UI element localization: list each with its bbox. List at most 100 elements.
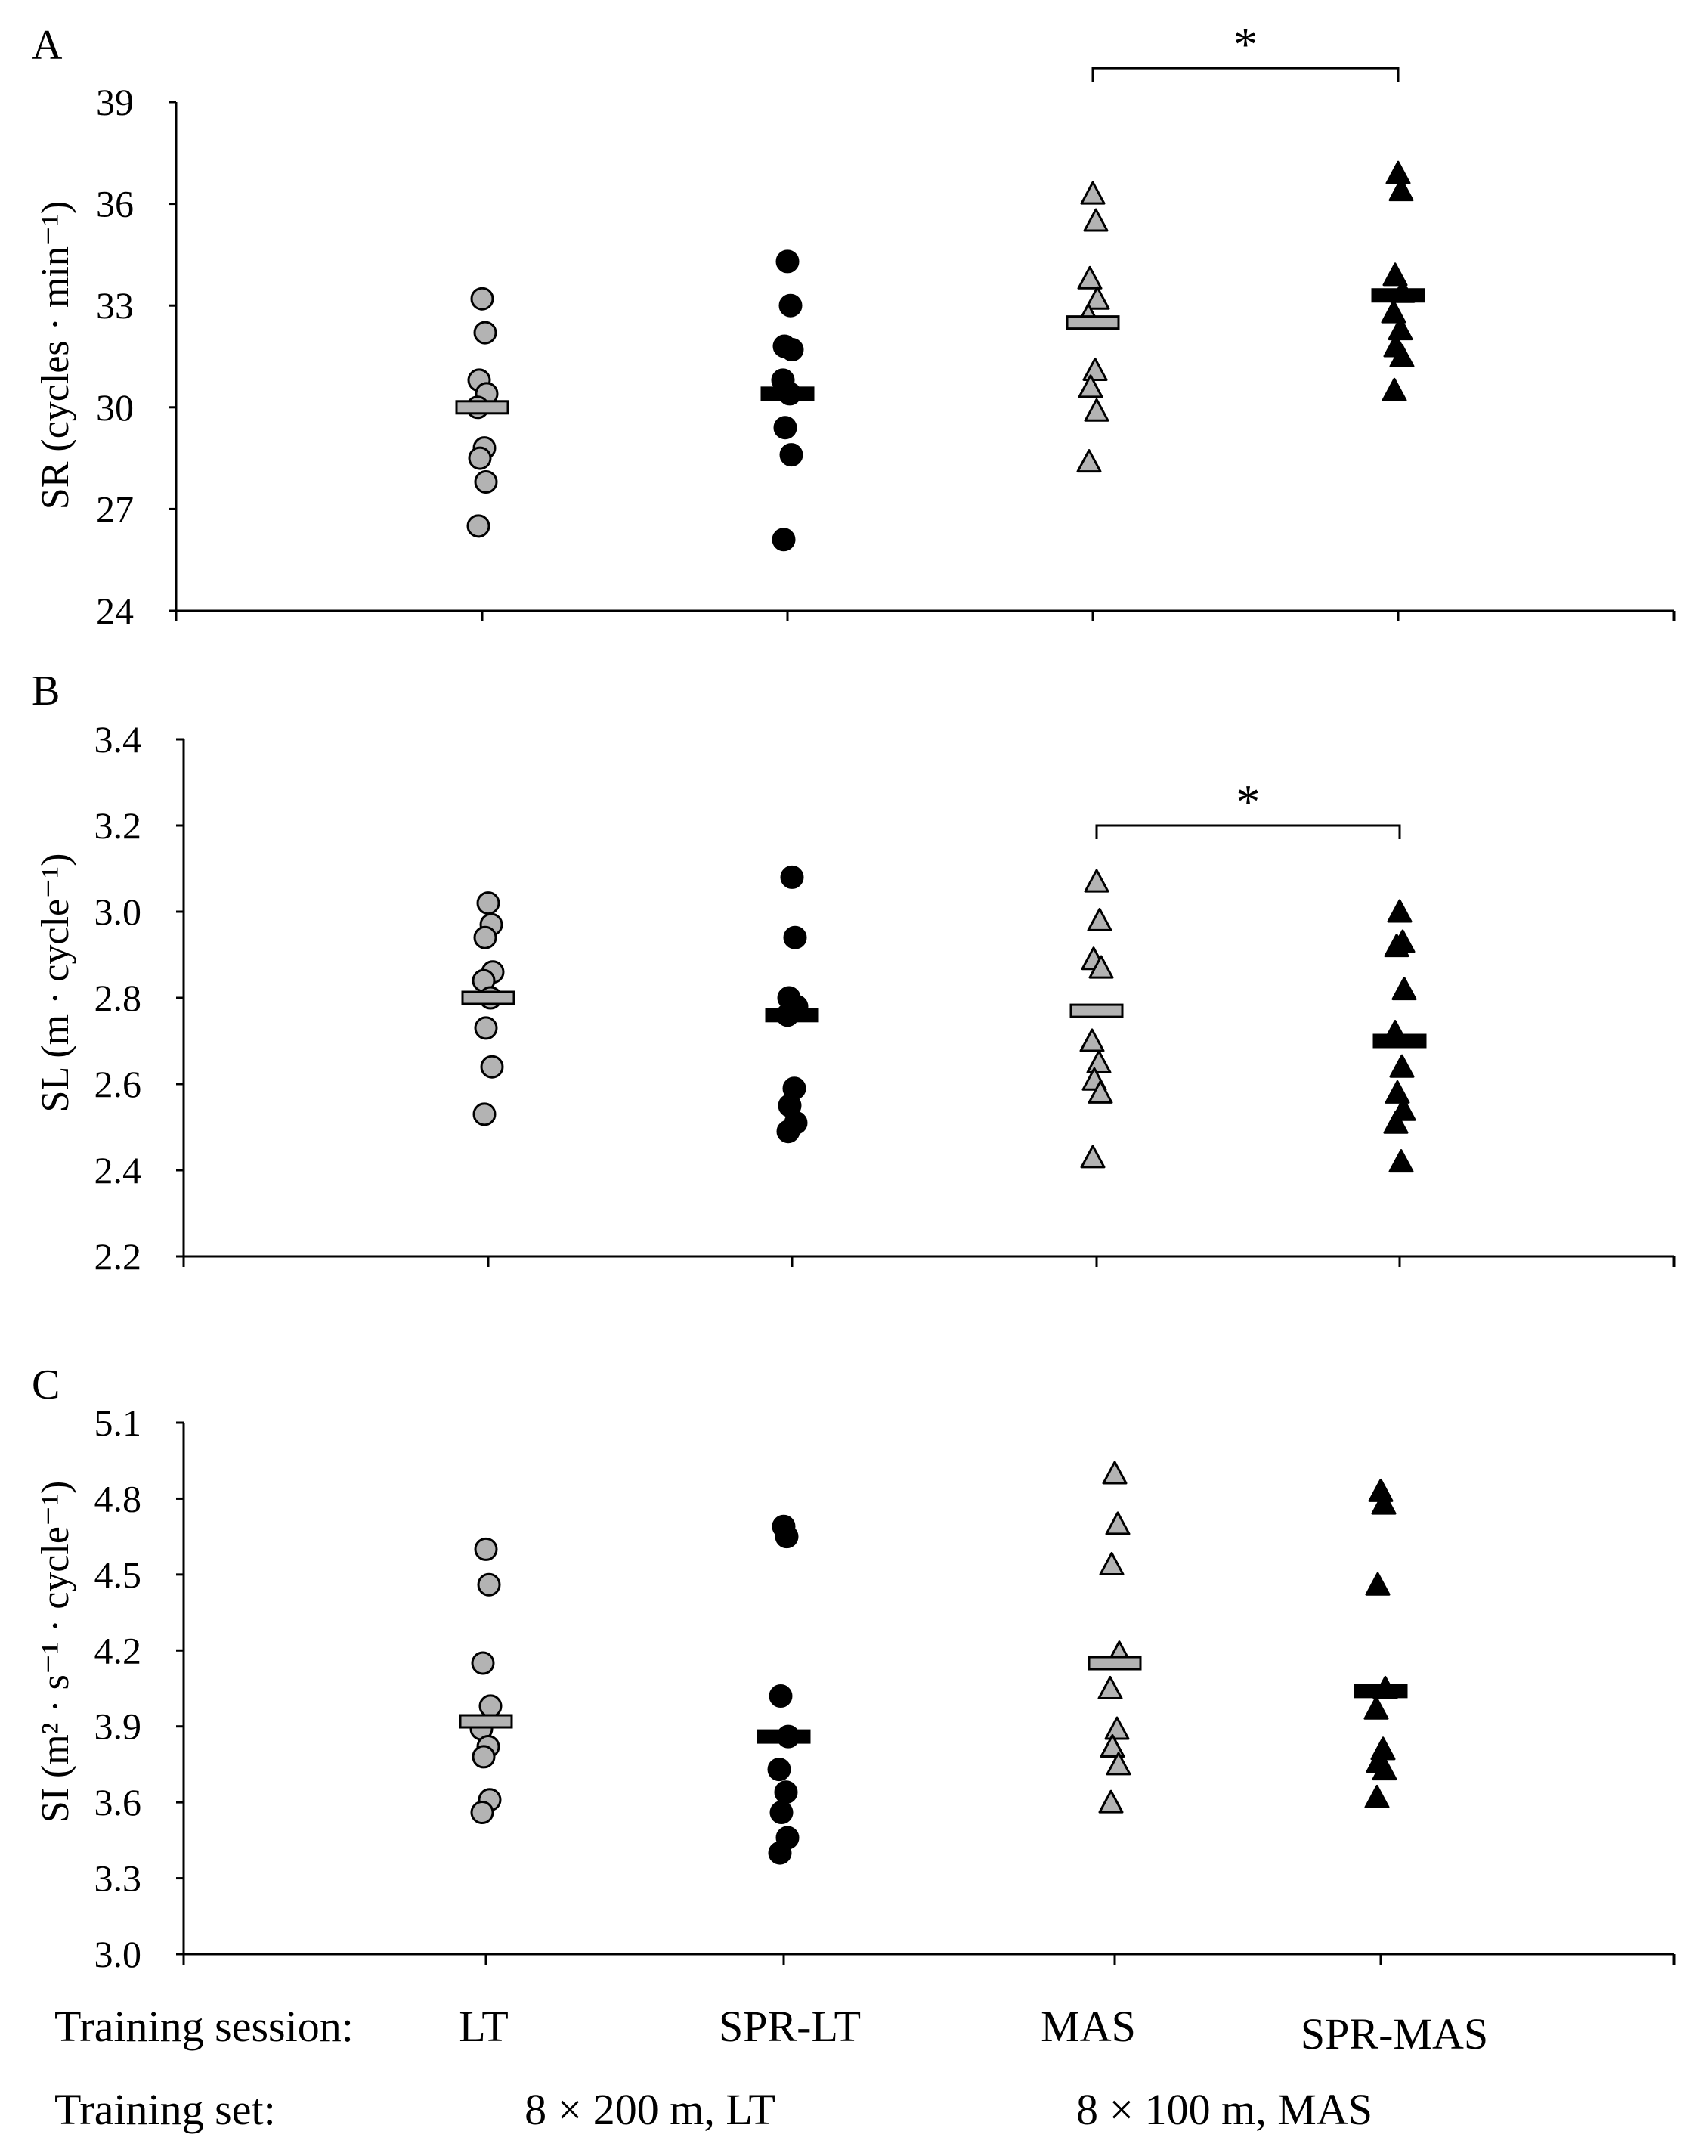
data-point (775, 1525, 799, 1549)
significance-star: * (1233, 17, 1258, 71)
significance-bracket (1091, 67, 1400, 82)
data-point (1088, 955, 1114, 979)
mean-bar (760, 386, 815, 401)
data-point (1100, 1733, 1125, 1758)
y-tick-label: 3.0 (94, 891, 142, 933)
data-point (1388, 178, 1414, 202)
panel-b-letter: B (32, 668, 60, 714)
y-tick-label: 27 (96, 488, 134, 530)
session-spr-lt: SPR-LT (719, 2002, 861, 2051)
data-point (1098, 1789, 1124, 1814)
data-point (780, 338, 804, 362)
panel-c-ylabel: SI (m² · s⁻¹ · cycle⁻¹) (34, 1481, 77, 1823)
mean-bar (1066, 315, 1120, 330)
data-point (1087, 907, 1112, 931)
data-point (1082, 357, 1108, 381)
data-point (1385, 160, 1411, 184)
mean-bar (757, 1729, 811, 1744)
data-point (1088, 1080, 1113, 1104)
data-point (775, 249, 800, 274)
y-tick-label: 3.2 (94, 804, 142, 847)
mean-bar (1372, 1033, 1427, 1049)
session-spr-mas: SPR-MAS (1301, 2009, 1488, 2058)
y-tick-label: 4.2 (94, 1629, 142, 1671)
set-row-label: Training set: (54, 2085, 276, 2134)
mean-bar (455, 400, 509, 415)
data-point (1080, 181, 1106, 205)
data-point (1084, 398, 1109, 422)
y-tick-label: 24 (96, 590, 134, 632)
data-point (1084, 869, 1109, 893)
data-point (1388, 317, 1413, 341)
y-tick-label: 39 (96, 81, 134, 123)
data-point (767, 1758, 791, 1782)
data-point (1364, 1784, 1390, 1808)
data-point (1102, 1461, 1128, 1485)
data-point (772, 528, 796, 552)
mean-bar (1088, 1656, 1142, 1671)
data-point (1086, 1050, 1112, 1073)
y-tick-label: 3.6 (94, 1781, 142, 1823)
panel-b-ylabel: SL (m · cycle⁻¹) (34, 853, 77, 1113)
data-point (472, 1745, 496, 1769)
data-point (1383, 1110, 1409, 1134)
data-point (473, 925, 497, 949)
data-point (779, 443, 803, 467)
y-tick-label: 3.3 (94, 1857, 142, 1900)
data-point (470, 287, 494, 311)
data-point (474, 470, 498, 494)
data-point (1381, 299, 1406, 324)
y-tick-label: 2.6 (94, 1063, 142, 1105)
data-point (1382, 262, 1408, 287)
data-point (778, 293, 803, 318)
significance-star: * (1236, 775, 1261, 829)
session-row-label: Training session: (54, 2002, 354, 2051)
data-point (470, 1801, 494, 1825)
data-point (472, 1102, 497, 1126)
data-point (1371, 1491, 1397, 1515)
data-point (1387, 899, 1413, 923)
y-tick-label: 3.4 (94, 718, 142, 760)
panel-c-plot: 3.0 3.3 3.6 3.9 4.2 4.5 4.8 5.1 (94, 1402, 1676, 1975)
data-point (1389, 344, 1415, 367)
data-point (1384, 934, 1409, 958)
mean-bar (765, 1008, 819, 1023)
data-point (1385, 1080, 1410, 1104)
data-point (1372, 1757, 1397, 1781)
data-point (774, 1780, 798, 1804)
data-point (478, 1694, 503, 1718)
y-tick-label: 30 (96, 386, 134, 429)
session-mas: MAS (1041, 2002, 1136, 2051)
data-point (1099, 1551, 1125, 1575)
y-tick-label: 3.0 (94, 1933, 142, 1975)
data-point (773, 416, 797, 440)
mean-bar (1371, 288, 1425, 303)
data-point (1382, 377, 1407, 401)
data-point (1078, 374, 1103, 398)
y-tick-label: 2.2 (94, 1235, 142, 1278)
panel-a-ylabel: SR (cycles · min⁻¹) (34, 201, 77, 510)
panel-a-letter: A (32, 22, 63, 69)
data-point (1391, 977, 1417, 1001)
data-point (1388, 1149, 1414, 1173)
data-point (474, 1016, 498, 1040)
data-point (783, 925, 807, 949)
data-point (468, 446, 492, 470)
y-tick-label: 3.9 (94, 1705, 142, 1748)
y-tick-label: 5.1 (94, 1402, 142, 1444)
data-point (1106, 1752, 1131, 1776)
y-tick-label: 36 (96, 183, 134, 225)
data-point (473, 321, 497, 345)
session-lt: LT (459, 2002, 509, 2051)
panel-c-letter: C (32, 1361, 60, 1408)
data-point (480, 1055, 504, 1079)
data-point (1079, 1028, 1105, 1052)
data-point (477, 1572, 501, 1597)
data-point (471, 1651, 495, 1675)
data-point (780, 865, 804, 889)
mean-bar (1069, 1003, 1124, 1018)
data-point (768, 1841, 792, 1865)
mean-bar (459, 1714, 513, 1729)
data-point (1085, 286, 1110, 310)
